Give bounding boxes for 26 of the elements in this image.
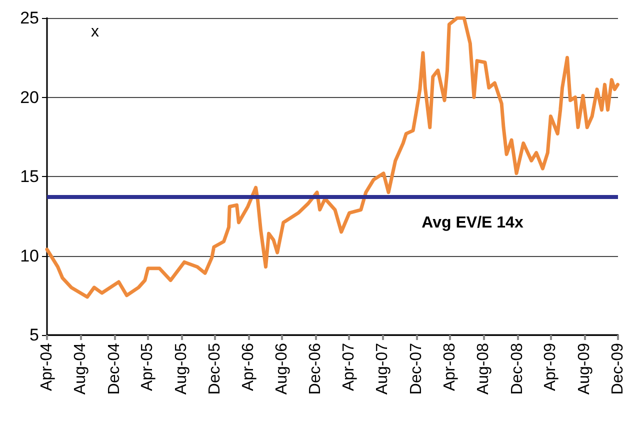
x-tick-label: Dec-09 bbox=[610, 342, 626, 395]
x-tick-label: Apr-06 bbox=[240, 342, 257, 392]
y-tick-label: 10 bbox=[20, 246, 39, 266]
x-tick-label: Aug-08 bbox=[475, 342, 492, 395]
y-tick-label: 25 bbox=[20, 8, 39, 28]
x-tick-label: Apr-05 bbox=[139, 342, 156, 392]
y-axis-title: x bbox=[91, 24, 99, 40]
x-tick-label: Apr-07 bbox=[340, 342, 358, 392]
x-tick-label: Apr-08 bbox=[442, 342, 459, 392]
y-tick-label: 15 bbox=[20, 167, 39, 186]
x-tick-label: Aug-06 bbox=[274, 342, 291, 395]
x-tick-label: Apr-09 bbox=[542, 342, 560, 392]
y-tick-label: 20 bbox=[20, 88, 39, 107]
x-tick-label: Aug-04 bbox=[72, 342, 90, 395]
x-tick-label: Aug-09 bbox=[576, 342, 593, 395]
ref-line-label: Avg EV/E 14x bbox=[422, 214, 524, 232]
x-tick-label: Dec-04 bbox=[106, 342, 123, 395]
x-tick-label: Dec-05 bbox=[206, 342, 224, 395]
x-tick-label: Dec-06 bbox=[307, 342, 324, 395]
x-tick-label: Apr-04 bbox=[38, 342, 56, 392]
x-tick-label: Dec-08 bbox=[508, 342, 526, 395]
line-series bbox=[45, 16, 620, 299]
x-tick-label: Aug-05 bbox=[172, 342, 190, 395]
x-tick-label: Aug-07 bbox=[374, 342, 392, 395]
y-tick-label: 5 bbox=[30, 326, 39, 344]
x-tick-label: Dec-07 bbox=[408, 342, 425, 395]
